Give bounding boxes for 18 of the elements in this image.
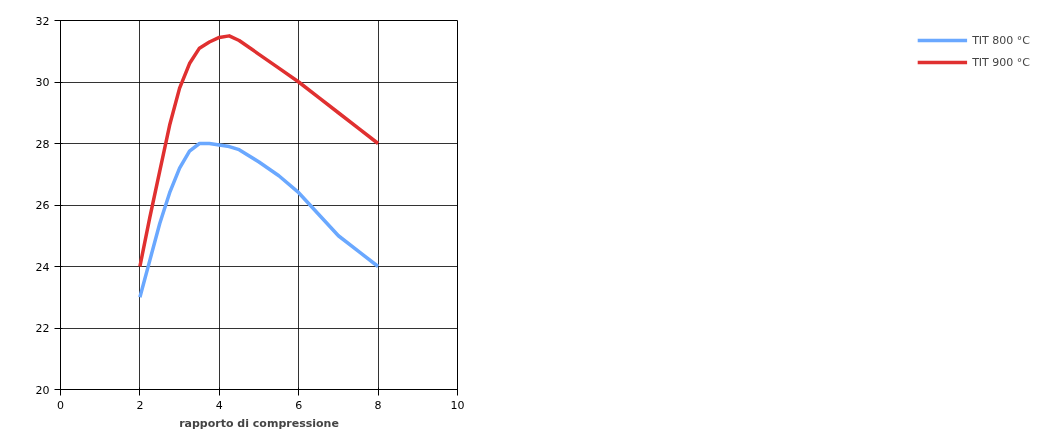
y-tick-label: 24: [35, 260, 50, 274]
y-tick-label: 30: [35, 76, 50, 89]
x-tick-label: 4: [215, 398, 223, 412]
line-series: [138, 141, 380, 299]
x-tick-label: 10: [450, 398, 465, 412]
x-tick-label: 0: [57, 398, 64, 412]
y-tick-label: 28: [35, 137, 50, 151]
x-tick-label: 6: [295, 398, 303, 412]
y-tick-label: 20: [35, 383, 50, 397]
legend-label: TIT 800 °C: [972, 33, 1030, 47]
x-tick-label: 8: [374, 398, 382, 412]
y-tick-label: 26: [35, 199, 50, 212]
line-series: [138, 34, 380, 269]
y-tick-label: 22: [35, 322, 50, 335]
x-tick-label: 2: [136, 398, 144, 412]
x-axis-title: rapporto di compressione: [179, 416, 339, 430]
y-tick-label: 32: [35, 14, 50, 28]
legend-label: TIT 900 °C: [972, 55, 1030, 69]
